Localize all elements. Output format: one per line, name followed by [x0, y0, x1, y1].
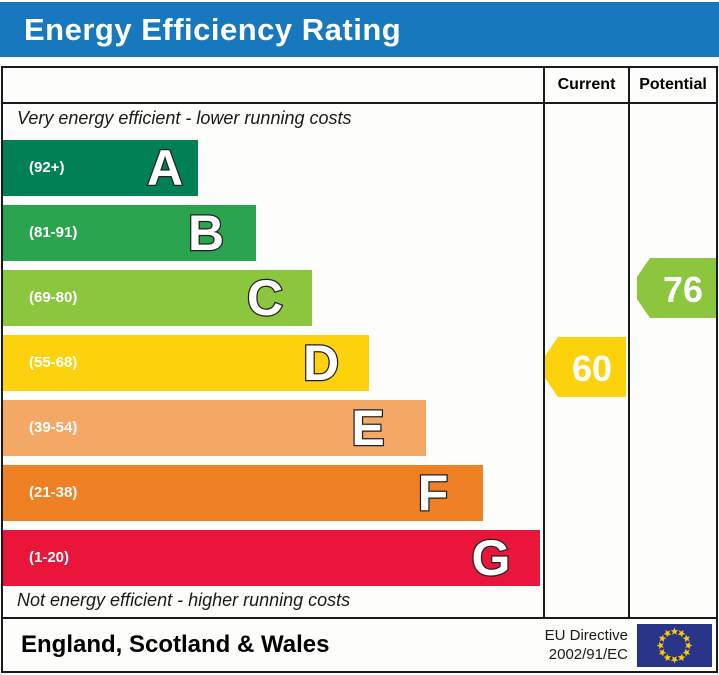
eu-flag-icon — [637, 623, 712, 667]
column-header-potential: Potential — [639, 76, 707, 93]
potential-rating-arrow: 76 — [637, 258, 716, 318]
table-header-row — [3, 68, 716, 104]
band-d-range-label: (55-68) — [29, 354, 78, 371]
band-c-letter: C — [246, 270, 285, 327]
eu-directive-line1: EU Directive — [544, 626, 628, 644]
bottom-note: Not energy efficient - higher running co… — [17, 590, 351, 610]
top-note: Very energy efficient - lower running co… — [17, 108, 352, 128]
current-column-divider — [543, 68, 545, 617]
band-c-range-label: (69-80) — [29, 289, 78, 306]
band-f-range-label: (21-38) — [29, 484, 78, 501]
band-a: (92+) A — [3, 140, 198, 196]
band-c: (69-80) C — [3, 270, 312, 326]
band-d-letter: D — [302, 335, 341, 392]
band-a-letter: A — [146, 140, 185, 197]
band-b-range-label: (81-91) — [29, 224, 78, 241]
band-g-range-label: (1-20) — [29, 549, 70, 566]
footer: England, Scotland & Wales EU Directive 2… — [1, 619, 718, 673]
current-arrow-shape — [545, 337, 626, 397]
band-b: (81-91) B — [3, 205, 256, 261]
potential-arrow-shape — [637, 258, 716, 318]
rating-table: Current Potential Very energy efficient … — [1, 66, 718, 619]
band-d: (55-68) D — [3, 335, 369, 391]
band-g: (1-20) G — [3, 530, 540, 586]
column-header-current: Current — [557, 76, 616, 93]
potential-column-divider — [628, 68, 630, 617]
title-bar: Energy Efficiency Rating — [0, 2, 719, 57]
band-e-letter: E — [350, 400, 386, 457]
band-f: (21-38) F — [3, 465, 483, 521]
potential-rating-value: 76 — [663, 269, 703, 310]
band-e-range-label: (39-54) — [29, 419, 78, 436]
eu-directive-line2: 2002/91/EC — [548, 646, 628, 663]
band-e: (39-54) E — [3, 400, 426, 456]
current-rating-value: 60 — [572, 348, 612, 389]
band-f-letter: F — [416, 465, 449, 522]
eu-directive-text: EU Directive 2002/91/EC — [545, 626, 628, 665]
band-g-letter: G — [470, 530, 511, 587]
band-b-letter: B — [187, 205, 226, 262]
page-title: Energy Efficiency Rating — [24, 11, 402, 47]
current-rating-arrow: 60 — [545, 337, 626, 397]
region-label: England, Scotland & Wales — [21, 631, 330, 658]
band-a-range-label: (92+) — [29, 159, 65, 176]
